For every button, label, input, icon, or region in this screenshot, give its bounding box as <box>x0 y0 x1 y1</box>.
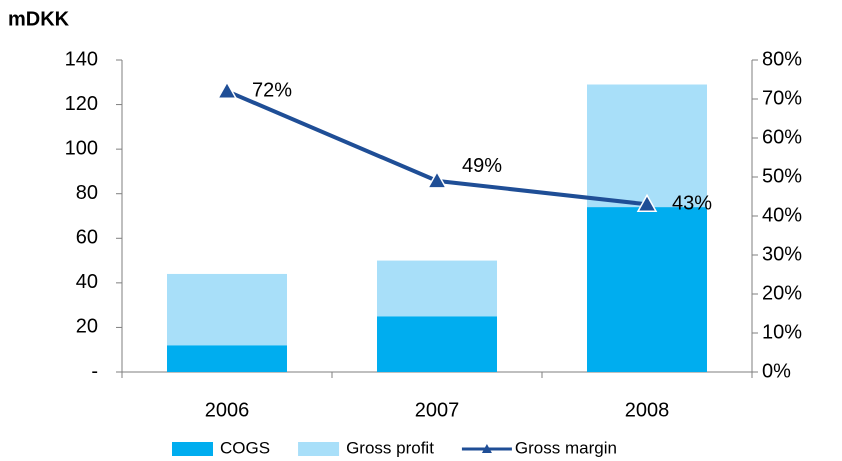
x-tick-label: 2008 <box>625 399 670 421</box>
y2-tick-label: 0% <box>762 360 791 382</box>
bar-segment <box>587 84 707 208</box>
y2-tick-label: 70% <box>762 87 802 109</box>
y-tick-label: - <box>91 360 98 382</box>
marker <box>216 80 238 99</box>
chart-title: mDKK <box>8 8 70 30</box>
y-tick-label: 100 <box>65 137 98 159</box>
y-tick-label: 20 <box>76 316 98 338</box>
bar-segment <box>377 316 497 372</box>
y-tick-label: 140 <box>65 48 98 70</box>
y2-tick-label: 80% <box>762 48 802 70</box>
legend-label: COGS <box>220 438 270 457</box>
y2-tick-label: 50% <box>762 165 802 187</box>
bar-segment <box>167 273 287 346</box>
x-tick-label: 2006 <box>205 399 250 421</box>
legend-swatch <box>298 442 340 456</box>
y2-tick-label: 40% <box>762 204 802 226</box>
bar-segment <box>587 207 707 372</box>
x-tick-label: 2007 <box>415 399 460 421</box>
data-label: 43% <box>672 193 712 215</box>
legend-swatch <box>172 442 213 456</box>
y2-tick-label: 60% <box>762 126 802 148</box>
data-label: 49% <box>462 155 502 177</box>
legend-marker <box>481 444 492 453</box>
data-label: 72% <box>252 79 292 101</box>
marker <box>426 170 448 189</box>
legend-label: Gross profit <box>346 438 434 457</box>
y2-tick-label: 30% <box>762 243 802 265</box>
marker <box>636 193 658 213</box>
bar-segment <box>377 260 497 317</box>
y-tick-label: 80 <box>76 182 98 204</box>
y-tick-label: 40 <box>76 271 98 293</box>
y2-tick-label: 10% <box>762 321 802 343</box>
legend-label: Gross margin <box>515 438 617 457</box>
y-tick-label: 60 <box>76 227 98 249</box>
y-tick-label: 120 <box>65 93 98 115</box>
y2-tick-label: 20% <box>762 282 802 304</box>
bar-segment <box>167 345 287 372</box>
